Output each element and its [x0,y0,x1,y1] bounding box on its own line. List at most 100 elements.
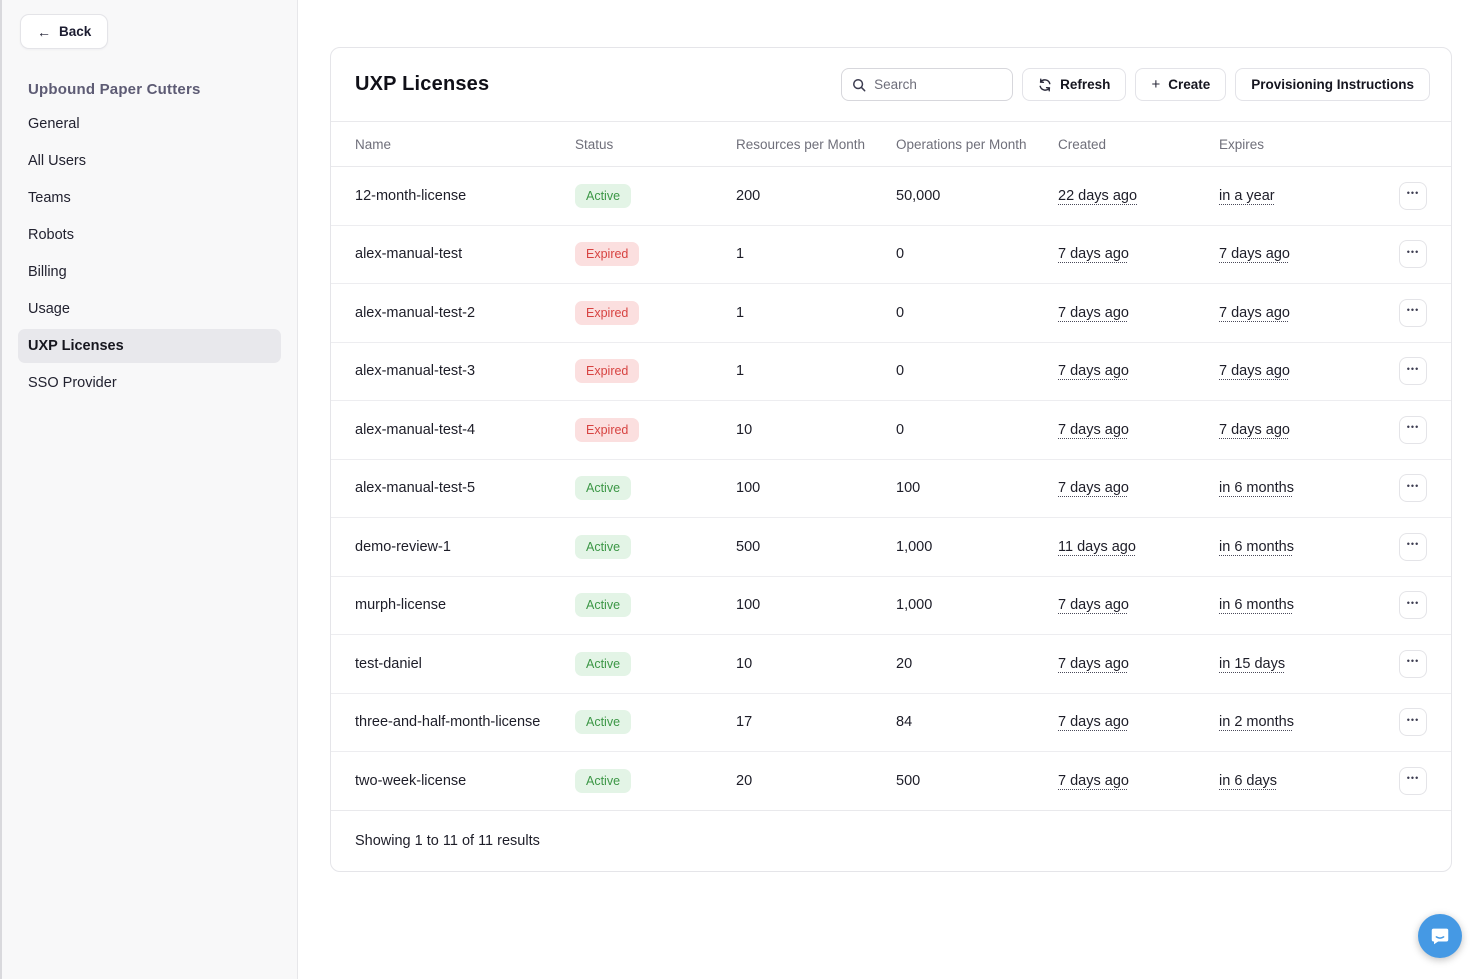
row-menu-button[interactable]: ••• [1399,708,1427,737]
expires-cell: in 6 months [1219,597,1379,613]
sidebar-item-billing[interactable]: Billing [28,264,67,280]
row-menu-button[interactable]: ••• [1399,532,1427,561]
status-badge: Active [575,476,632,501]
status-cell: Active [575,710,736,735]
license-name: demo-review-1 [355,538,451,555]
created-cell: 22 days ago [1058,188,1219,204]
chat-bubble-icon [1431,928,1449,945]
refresh-icon [1039,78,1051,91]
status-cell: Active [575,768,736,793]
created-relative-date: 7 days ago [1058,246,1129,263]
expires-cell: in 6 months [1219,539,1379,555]
back-button-label: Back [59,24,92,39]
row-menu-button[interactable]: ••• [1399,181,1427,210]
back-button[interactable]: ← Back [20,14,109,49]
created-cell: 11 days ago [1058,539,1219,555]
search-input[interactable] [874,77,1003,92]
expires-cell: 7 days ago [1219,422,1379,438]
refresh-button[interactable]: Refresh [1022,68,1127,101]
column-header-operations-per-month: Operations per Month [896,136,1027,152]
table-row: murph-license Active 100 1,000 7 days ago in … [331,577,1451,635]
status-cell: Active [575,593,736,618]
row-menu-button[interactable]: ••• [1399,298,1427,327]
status-cell: Expired [575,300,736,325]
created-relative-date: 7 days ago [1058,363,1129,380]
license-name: test-daniel [355,655,422,672]
expires-cell: in a year [1219,188,1379,204]
row-actions: ••• [1379,474,1427,503]
page-title: UXP Licenses [355,73,490,95]
row-menu-button[interactable]: ••• [1399,240,1427,269]
created-cell: 7 days ago [1058,480,1219,496]
created-cell: 7 days ago [1058,363,1219,379]
row-actions: ••• [1379,415,1427,444]
row-menu-button[interactable]: ••• [1399,474,1427,503]
table-body: 12-month-license Active 200 50,000 22 days a… [331,167,1451,811]
license-name: alex-manual-test-4 [355,421,476,438]
row-menu-button[interactable]: ••• [1399,591,1427,620]
expires-cell: in 15 days [1219,656,1379,672]
status-badge: Active [575,534,632,559]
provisioning-instructions-button[interactable]: Provisioning Instructions [1235,68,1430,101]
license-name: three-and-half-month-license [355,714,541,731]
header-actions: Refresh + Create Provisioning Instructio… [841,68,1430,101]
sidebar-item-uxp-licenses[interactable]: UXP Licenses [18,329,281,363]
sidebar-item-all-users[interactable]: All Users [28,153,87,169]
created-relative-date: 7 days ago [1058,421,1129,438]
resources-per-month: 1 [736,304,745,321]
row-actions: ••• [1379,766,1427,795]
expires-relative-date: in 15 days [1219,655,1286,672]
expires-cell: 7 days ago [1219,363,1379,379]
status-cell: Active [575,651,736,676]
created-relative-date: 7 days ago [1058,714,1129,731]
org-name: Upbound Paper Cutters [28,81,201,98]
operations-per-month: 84 [896,714,913,731]
resources-per-month: 1 [736,363,745,380]
table-row: alex-manual-test Expired 1 0 7 days ago 7 day… [331,226,1451,284]
search-box[interactable] [841,68,1014,101]
status-badge: Expired [575,417,640,442]
created-relative-date: 7 days ago [1058,772,1129,789]
sidebar-item-robots[interactable]: Robots [28,227,74,243]
resources-per-month: 500 [736,538,761,555]
refresh-button-label: Refresh [1060,77,1111,92]
created-cell: 7 days ago [1058,656,1219,672]
license-name: murph-license [355,597,447,614]
results-count: Showing 1 to 11 of 11 results [355,832,540,849]
create-button-label: Create [1168,77,1211,92]
main-content: UXP Licenses Refresh [298,0,1484,979]
chat-launcher-button[interactable] [1418,914,1462,958]
table-row: alex-manual-test-2 Expired 1 0 7 days ago 7 d… [331,284,1451,343]
expires-cell: in 2 months [1219,714,1379,730]
operations-per-month: 0 [896,246,905,263]
table-row: two-week-license Active 20 500 7 days ago in … [331,752,1451,811]
resources-per-month: 100 [736,597,761,614]
created-relative-date: 7 days ago [1058,597,1129,614]
resources-per-month: 10 [736,655,753,672]
operations-per-month: 0 [896,421,905,438]
sidebar-item-teams[interactable]: Teams [28,190,71,206]
sidebar-item-usage[interactable]: Usage [28,301,70,317]
status-badge: Expired [575,242,640,267]
license-name: two-week-license [355,772,467,789]
status-cell: Active [575,534,736,559]
expires-relative-date: in 6 months [1219,480,1294,497]
resources-per-month: 100 [736,480,761,497]
operations-per-month: 0 [896,363,905,380]
sidebar-item-general[interactable]: General [28,116,80,132]
row-menu-button[interactable]: ••• [1399,766,1427,795]
row-menu-button[interactable]: ••• [1399,649,1427,678]
sidebar-item-sso-provider[interactable]: SSO Provider [28,375,117,391]
row-actions: ••• [1379,240,1427,269]
resources-per-month: 10 [736,421,753,438]
created-relative-date: 7 days ago [1058,655,1129,672]
row-menu-button[interactable]: ••• [1399,357,1427,386]
create-button[interactable]: + Create [1135,68,1227,101]
status-cell: Active [575,476,736,501]
row-menu-button[interactable]: ••• [1399,415,1427,444]
table-footer: Showing 1 to 11 of 11 results [331,811,1451,871]
row-actions: ••• [1379,181,1427,210]
created-relative-date: 11 days ago [1058,538,1136,555]
created-cell: 7 days ago [1058,246,1219,262]
license-name: alex-manual-test-3 [355,363,476,380]
